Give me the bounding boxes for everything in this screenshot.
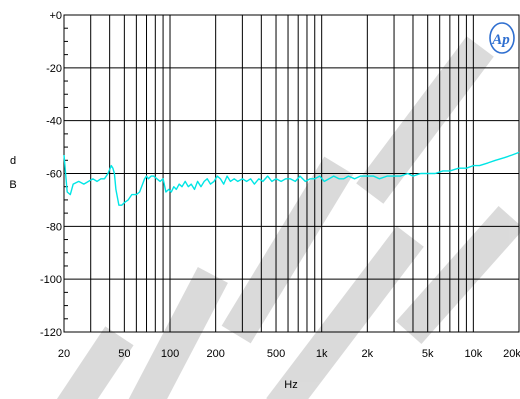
x-tick-label: 100 bbox=[161, 348, 179, 360]
x-tick-label: 5k bbox=[422, 348, 434, 360]
x-tick-label: 10k bbox=[464, 348, 482, 360]
watermark bbox=[56, 36, 520, 399]
y-tick-labels: +0 -20 -40 -60 -80 -100 -120 bbox=[40, 10, 62, 339]
ap-logo-text: Ap bbox=[491, 32, 510, 48]
y-tick-label: -40 bbox=[46, 116, 62, 128]
plot-frame bbox=[63, 14, 520, 333]
y-tick-label: -100 bbox=[40, 274, 62, 286]
x-tick-label: 2k bbox=[362, 348, 374, 360]
x-tick-label: 50 bbox=[118, 348, 130, 360]
x-axis-title: Hz bbox=[284, 379, 297, 391]
y-axis-title: dB bbox=[9, 155, 16, 191]
y-tick-label: -120 bbox=[40, 327, 62, 339]
plot-area bbox=[63, 14, 520, 333]
ap-logo: Ap bbox=[489, 22, 515, 54]
x-tick-labels: 20 50 100 200 500 1k 2k 5k 10k 20k bbox=[58, 348, 520, 360]
x-tick-label: 500 bbox=[267, 348, 285, 360]
y-axis-title-char: d bbox=[10, 155, 16, 167]
x-tick-label: 200 bbox=[206, 348, 224, 360]
y-tick-label: +0 bbox=[49, 10, 62, 22]
y-tick-label: -60 bbox=[46, 169, 62, 181]
y-axis-title-char: B bbox=[9, 179, 16, 191]
y-tick-label: -20 bbox=[46, 63, 62, 75]
y-tick-label: -80 bbox=[46, 221, 62, 233]
x-tick-label: 20 bbox=[58, 348, 70, 360]
data-series-line bbox=[63, 151, 520, 206]
x-tick-label: 1k bbox=[316, 348, 328, 360]
x-tick-label: 20k bbox=[503, 348, 520, 360]
